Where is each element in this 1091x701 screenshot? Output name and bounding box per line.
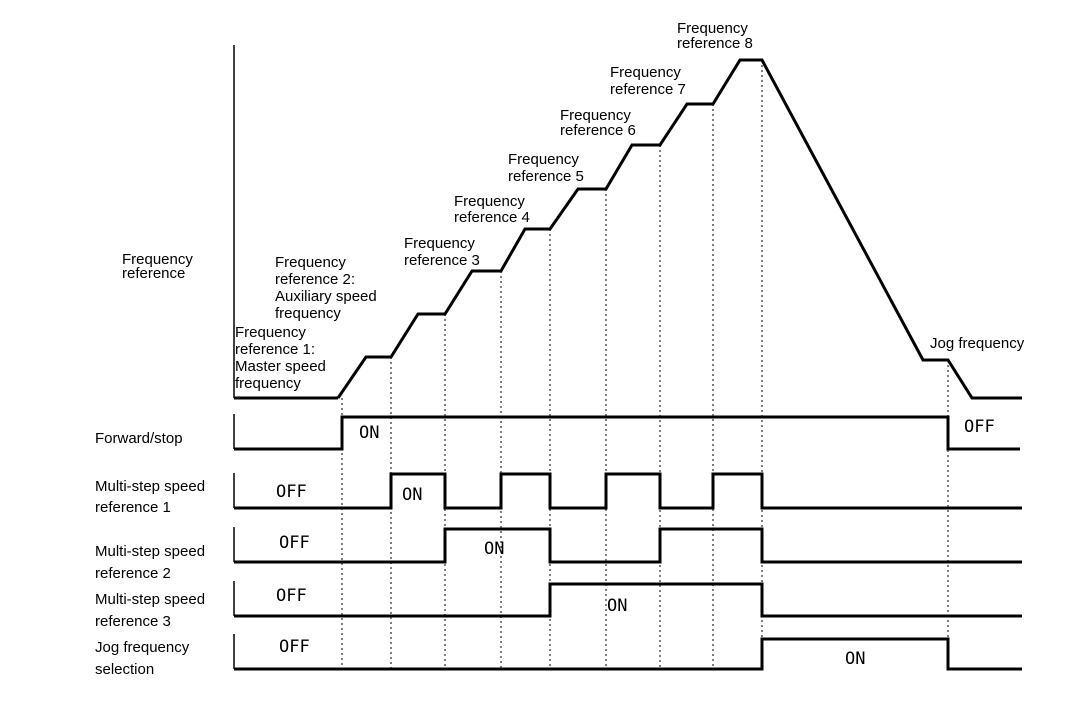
step-label-line: Frequency [404, 235, 475, 252]
signal-forward-stop: Forward/stop ON OFF [95, 414, 1020, 451]
signal-name: Forward/stop [95, 430, 183, 447]
y-axis-label: Frequency reference [122, 251, 197, 282]
signal-waveform [234, 582, 1022, 618]
step-label-4: Frequency reference 4 [454, 193, 530, 226]
step-label-line: reference 1: [235, 341, 315, 358]
step-label-8: Frequency reference 8 [677, 20, 753, 52]
step-label-line: reference 5 [508, 168, 584, 185]
signal-name-line: Forward/stop [95, 430, 183, 447]
step-label-7: Frequency reference 7 [610, 64, 686, 98]
step-label-line: Frequency [508, 151, 579, 168]
signal-name-line: reference 2 [95, 565, 171, 582]
step-label-line: reference 3 [404, 252, 480, 269]
step-label-1: Frequency reference 1: Master speed freq… [235, 324, 330, 392]
signal-multi-step-2: Multi-step speed reference 2 OFF ON [95, 527, 1022, 582]
state-label-off: OFF [276, 482, 307, 502]
step-label-line: reference 2: [275, 271, 355, 288]
signal-waveform [234, 527, 1022, 564]
signal-name: Multi-step speed reference 3 [95, 591, 209, 630]
step-label-line: Frequency [560, 107, 631, 124]
step-label-line: Frequency [454, 193, 525, 210]
step-label-5: Frequency reference 5 [508, 151, 584, 185]
state-label-off: OFF [964, 417, 995, 437]
signal-name-line: Multi-step speed [95, 478, 205, 495]
step-label-line: Master speed [235, 358, 326, 375]
step-label-line: frequency [235, 375, 301, 392]
step-label-3: Frequency reference 3 [404, 235, 480, 269]
jog-frequency-label: Jog frequency [930, 335, 1025, 352]
signal-waveform [234, 637, 1022, 671]
state-label-off: OFF [279, 533, 310, 553]
signal-name: Multi-step speed reference 2 [95, 543, 209, 582]
state-label-on: ON [402, 485, 422, 505]
signal-name: Multi-step speed reference 1 [95, 478, 209, 516]
step-label-line: Frequency [677, 20, 748, 37]
frequency-curve [336, 58, 1022, 400]
state-label-off: OFF [276, 586, 307, 606]
signal-jog-frequency-selection: Jog frequency selection OFF ON [95, 634, 1022, 678]
signal-name-line: selection [95, 661, 154, 678]
y-axis-label-line-1: Frequency [122, 251, 193, 268]
state-label-on: ON [484, 539, 504, 559]
signal-name-line: Multi-step speed [95, 543, 205, 560]
signal-waveform [234, 415, 1020, 451]
y-axis-label-line-2: reference [122, 265, 185, 282]
step-label-2: Frequency reference 2: Auxiliary speed f… [275, 254, 381, 322]
state-label-on: ON [845, 649, 865, 669]
signal-name-line: reference 3 [95, 613, 171, 630]
signal-name-line: reference 1 [95, 499, 171, 516]
signal-waveform [234, 472, 1022, 510]
step-label-6: Frequency reference 6 [560, 107, 636, 139]
signal-name-line: Multi-step speed [95, 591, 205, 608]
signal-name-line: Jog frequency [95, 639, 190, 656]
step-label-line: reference 6 [560, 122, 636, 139]
step-label-line: reference 8 [677, 35, 753, 52]
step-label-line: Auxiliary speed [275, 288, 377, 305]
step-label-line: frequency [275, 305, 341, 322]
signal-name: Jog frequency selection [95, 639, 193, 678]
step-label-line: reference 7 [610, 81, 686, 98]
step-label-line: Frequency [275, 254, 346, 271]
timing-guides [341, 60, 949, 668]
signal-multi-step-1: Multi-step speed reference 1 OFF ON [95, 472, 1022, 516]
signal-multi-step-3: Multi-step speed reference 3 OFF ON [95, 581, 1022, 630]
step-label-line: Jog frequency [930, 335, 1025, 352]
state-label-off: OFF [279, 637, 310, 657]
state-label-on: ON [359, 423, 379, 443]
step-label-line: Frequency [235, 324, 306, 341]
step-label-line: Frequency [610, 64, 681, 81]
state-label-on: ON [607, 596, 627, 616]
step-label-line: reference 4 [454, 209, 530, 226]
